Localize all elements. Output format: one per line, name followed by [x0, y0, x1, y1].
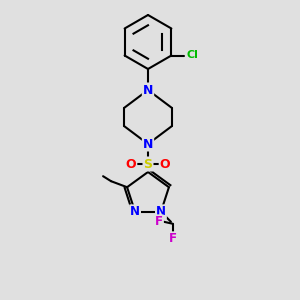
Text: S: S: [143, 158, 152, 170]
Text: O: O: [160, 158, 170, 170]
Text: F: F: [169, 232, 177, 245]
Text: Cl: Cl: [186, 50, 198, 61]
Text: N: N: [143, 83, 153, 97]
Text: N: N: [130, 205, 140, 218]
Text: F: F: [155, 215, 163, 228]
Text: N: N: [156, 205, 166, 218]
Text: O: O: [126, 158, 136, 170]
Text: N: N: [143, 137, 153, 151]
